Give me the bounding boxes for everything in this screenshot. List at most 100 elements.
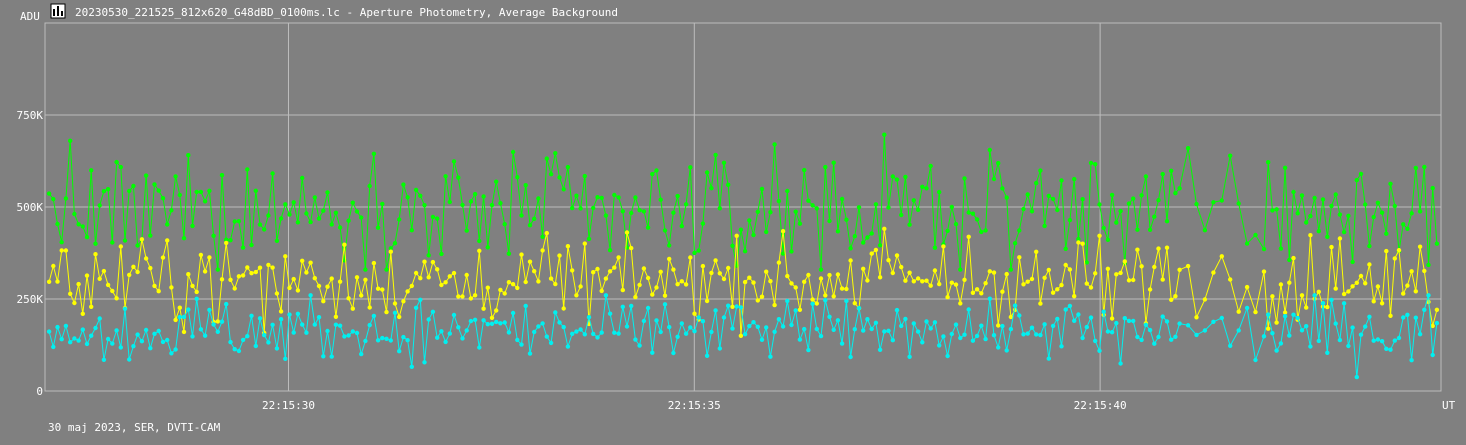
data-point [101, 189, 107, 194]
data-point [312, 322, 317, 327]
data-point [291, 276, 296, 282]
data-point [422, 360, 427, 365]
data-point [249, 271, 254, 276]
data-point [1274, 207, 1279, 212]
data-point [1004, 271, 1009, 277]
data-point [93, 252, 98, 257]
data-point [1363, 202, 1368, 207]
data-point [342, 334, 347, 339]
data-point [620, 209, 625, 214]
data-point [224, 301, 229, 307]
data-point [966, 210, 971, 215]
data-point [1228, 343, 1233, 348]
data-point [932, 268, 938, 273]
series-0 [46, 132, 1440, 272]
data-point [991, 270, 997, 275]
data-point [413, 270, 419, 276]
y-tick-label: 250K [17, 293, 44, 306]
data-point [802, 326, 807, 332]
data-point [257, 316, 263, 321]
data-point [574, 193, 579, 198]
data-point [983, 336, 988, 342]
data-point [662, 302, 668, 307]
data-point [1396, 335, 1402, 341]
data-point [1038, 301, 1043, 306]
data-point [1346, 343, 1351, 349]
data-point [68, 340, 73, 345]
data-point [730, 304, 735, 309]
data-point [300, 175, 305, 181]
data-point [1055, 316, 1060, 322]
data-point [932, 320, 938, 325]
data-point [249, 313, 254, 318]
data-point [717, 206, 722, 211]
data-point [671, 350, 676, 356]
data-point [392, 301, 398, 306]
data-point [616, 195, 621, 200]
data-point [498, 201, 503, 206]
data-point [295, 220, 301, 225]
data-point [1325, 234, 1330, 239]
data-point [139, 339, 145, 344]
data-point [1375, 284, 1381, 289]
data-point [785, 188, 790, 194]
data-point [755, 209, 760, 214]
data-point [1105, 329, 1111, 334]
data-point [169, 351, 174, 356]
data-point [1401, 222, 1406, 227]
data-point [662, 293, 668, 298]
data-point [1270, 294, 1275, 299]
data-point [726, 265, 731, 271]
data-point [1304, 324, 1309, 329]
data-point [983, 228, 988, 233]
data-point [270, 171, 275, 176]
data-point [1164, 245, 1170, 250]
data-point [283, 254, 288, 259]
data-point [1219, 315, 1225, 321]
data-point [1076, 236, 1081, 242]
data-point [181, 314, 187, 320]
data-point [110, 240, 115, 245]
data-point [295, 311, 301, 316]
data-point [1367, 262, 1372, 267]
data-point [515, 285, 520, 291]
data-point [1185, 263, 1191, 269]
data-point [232, 286, 237, 291]
data-point [1253, 357, 1258, 363]
data-point [388, 246, 393, 251]
data-point [397, 314, 402, 320]
data-point [468, 296, 474, 301]
data-point [110, 341, 115, 346]
data-point [1194, 201, 1199, 207]
data-point [599, 330, 604, 335]
data-point [1253, 232, 1258, 238]
data-point [1413, 165, 1419, 171]
y-tick-label: 500K [17, 201, 44, 214]
data-point [1034, 332, 1039, 337]
data-point [1375, 337, 1381, 342]
data-point [1392, 338, 1398, 343]
data-point [257, 265, 263, 270]
data-point [1118, 208, 1123, 214]
data-point [97, 316, 102, 321]
data-point [1139, 264, 1144, 269]
data-point [949, 280, 954, 285]
data-point [1211, 270, 1216, 275]
data-point [1354, 374, 1360, 380]
data-point [996, 345, 1001, 350]
data-point [468, 318, 474, 324]
data-point [721, 160, 727, 165]
data-point [709, 186, 714, 191]
data-point [1109, 192, 1115, 198]
data-point [953, 282, 959, 287]
data-point [751, 232, 756, 238]
data-point [877, 347, 883, 352]
data-point [430, 309, 436, 314]
data-point [987, 147, 992, 153]
data-point [148, 346, 153, 351]
data-point [793, 308, 798, 313]
data-point [1131, 196, 1136, 201]
data-point [342, 242, 347, 247]
data-point [637, 282, 642, 288]
data-point [1067, 267, 1073, 272]
